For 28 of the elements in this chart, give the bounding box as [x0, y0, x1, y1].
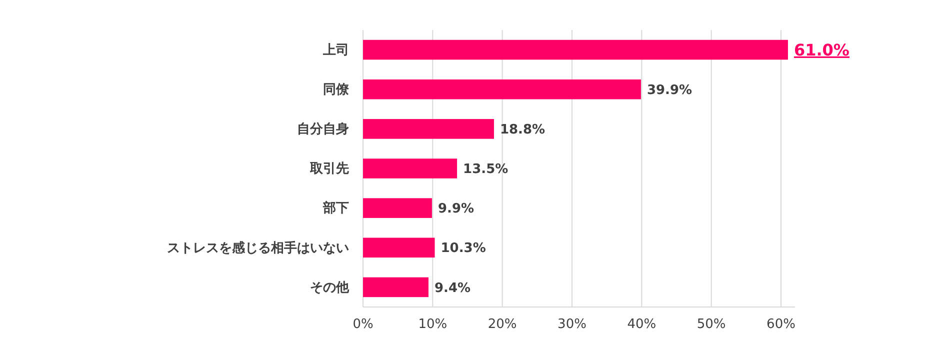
y-tick-label: 同僚: [323, 82, 350, 98]
data-label: 10.3%: [440, 241, 486, 256]
bar: [363, 277, 428, 298]
data-label: 9.9%: [438, 202, 474, 217]
bar: [363, 119, 494, 139]
y-tick-label: 取引先: [309, 162, 349, 177]
bar: [363, 198, 432, 218]
x-tick-label: 60%: [766, 317, 796, 332]
y-tick-label: ストレスを感じる相手はいない: [167, 240, 349, 256]
x-tick-label: 50%: [696, 317, 726, 332]
x-tick-label: 10%: [418, 317, 448, 332]
data-label: 18.8%: [500, 122, 546, 138]
bar: [363, 79, 641, 100]
bar: [363, 238, 435, 258]
y-tick-label: 自分自身: [297, 122, 349, 138]
x-tick-label: 40%: [627, 317, 656, 332]
data-label: 61.0%: [794, 40, 850, 60]
y-tick-label: 上司: [322, 42, 349, 58]
data-label: 9.4%: [434, 280, 471, 296]
bar: [363, 158, 458, 178]
x-tick-label: 0%: [352, 317, 374, 332]
y-tick-label: 部下: [322, 200, 349, 216]
data-label: 13.5%: [463, 162, 508, 178]
x-tick-label: 30%: [558, 317, 586, 332]
y-tick-label: その他: [310, 280, 350, 296]
data-label: 39.9%: [646, 82, 692, 98]
x-tick-label: 20%: [488, 317, 517, 332]
bar: [363, 40, 788, 60]
